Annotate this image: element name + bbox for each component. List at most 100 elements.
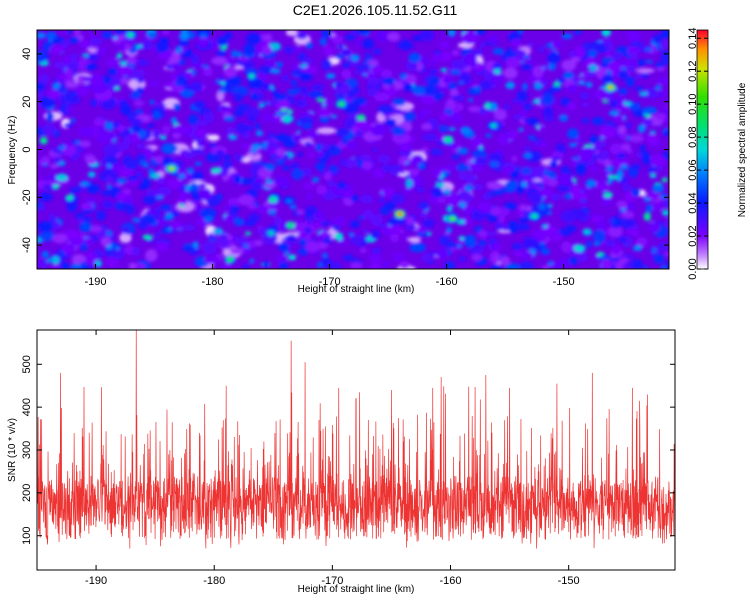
heatmap-cell: [191, 171, 204, 181]
snr-x-ticks: -190 -180 -170 -160 -150: [85, 330, 580, 587]
y-tick-label: 300: [21, 441, 33, 459]
x-tick-label: -150: [553, 276, 575, 288]
heatmap-cell: [210, 167, 222, 174]
heatmap-cell: [178, 39, 190, 48]
heatmap-cell: [501, 224, 509, 232]
heatmap-cell: [197, 37, 209, 48]
heatmap-cell: [227, 197, 240, 207]
heatmap-cell: [600, 125, 617, 139]
heatmap-cell: [190, 81, 204, 93]
heatmap-cell: [94, 259, 102, 268]
heatmap-cell: [518, 127, 524, 132]
heatmap-cell: [213, 156, 222, 162]
y-tick-label: 100: [21, 527, 33, 545]
heatmap-cell: [385, 118, 397, 127]
heatmap-cell: [321, 58, 332, 71]
heatmap-cell: [664, 252, 669, 257]
heatmap-cell: [188, 114, 199, 126]
heatmap-cell: [485, 133, 492, 138]
heatmap-cell: [101, 30, 113, 39]
heatmap-cell: [529, 190, 544, 204]
heatmap-cell: [586, 240, 593, 248]
heatmap-cell: [482, 192, 491, 201]
heatmap-cell: [598, 150, 610, 162]
heatmap-cell: [642, 157, 653, 165]
heatmap-cell: [644, 87, 659, 99]
heatmap-cell: [650, 154, 666, 167]
heatmap-cell: [521, 181, 528, 188]
heatmap-cell: [564, 193, 573, 200]
heatmap-cell: [47, 89, 60, 99]
heatmap-cell: [271, 89, 279, 96]
heatmap-cell: [301, 65, 318, 74]
heatmap-cell: [372, 147, 379, 153]
heatmap-cell: [646, 59, 653, 64]
heatmap-cell: [479, 79, 492, 91]
heatmap-cell: [69, 186, 77, 194]
heatmap-cell: [224, 32, 233, 40]
heatmap-cell: [612, 52, 624, 61]
heatmap-cell: [624, 122, 632, 129]
heatmap-cell: [626, 149, 633, 154]
heatmap-cell: [447, 193, 462, 206]
heatmap-cell: [78, 126, 96, 137]
heatmap-cell: [183, 71, 194, 79]
heatmap-cell: [240, 156, 252, 163]
heatmap-cell: [153, 42, 169, 53]
heatmap-cell: [435, 248, 449, 259]
heatmap-cell: [639, 91, 648, 96]
heatmap-cell: [121, 226, 130, 233]
heatmap-cell: [37, 258, 43, 267]
heatmap-cell: [538, 125, 546, 132]
heatmap-cell: [156, 195, 164, 200]
heatmap-cell: [398, 155, 411, 166]
heatmap-cell: [411, 85, 427, 95]
heatmap-cell: [367, 76, 381, 86]
heatmap-cell: [572, 156, 581, 161]
heatmap-cell: [89, 33, 97, 39]
heatmap-cell: [100, 75, 112, 83]
heatmap-cell: [282, 179, 290, 187]
heatmap-cell: [51, 83, 61, 89]
heatmap-cell: [487, 214, 499, 223]
heatmap-cell: [574, 30, 582, 35]
heatmap-cell: [373, 92, 391, 102]
heatmap-cell: [134, 59, 150, 66]
heatmap-cell: [112, 35, 118, 40]
heatmap-cell: [319, 220, 332, 227]
heatmap-cell: [569, 184, 582, 196]
heatmap-cell: [608, 61, 620, 73]
heatmap-cell: [532, 99, 541, 105]
heatmap-cell: [511, 98, 520, 103]
heatmap-cell: [416, 187, 426, 193]
heatmap-cell: [38, 231, 56, 242]
heatmap-cell: [203, 256, 219, 264]
heatmap-cell: [341, 137, 348, 145]
heatmap-cell: [549, 193, 563, 201]
heatmap-cell: [377, 198, 386, 203]
y-tick-label: -40: [21, 237, 33, 253]
heatmap-cell: [446, 242, 457, 249]
heatmap-cell: [358, 154, 373, 161]
heatmap-peak: [491, 124, 496, 128]
heatmap-cell: [52, 263, 61, 269]
heatmap-cell: [131, 246, 141, 256]
heatmap-cell: [504, 51, 517, 59]
heatmap-cell: [326, 261, 342, 269]
heatmap-cell: [290, 162, 300, 170]
heatmap-cell: [370, 261, 381, 269]
snr-series-line: [37, 330, 675, 549]
heatmap-cell: [596, 251, 604, 257]
heatmap-cell: [560, 97, 571, 106]
heatmap-cell: [636, 237, 648, 247]
heatmap-cell: [355, 119, 367, 130]
heatmap-cell: [408, 52, 421, 63]
heatmap-cell: [540, 248, 551, 255]
heatmap-cell: [488, 152, 503, 163]
heatmap-cell: [42, 183, 54, 191]
heatmap-cell: [274, 115, 284, 122]
colorbar-tick-label: 0.06: [687, 159, 699, 180]
heatmap-cell: [601, 30, 612, 37]
heatmap-cell: [464, 184, 474, 192]
heatmap-cell: [442, 76, 453, 85]
